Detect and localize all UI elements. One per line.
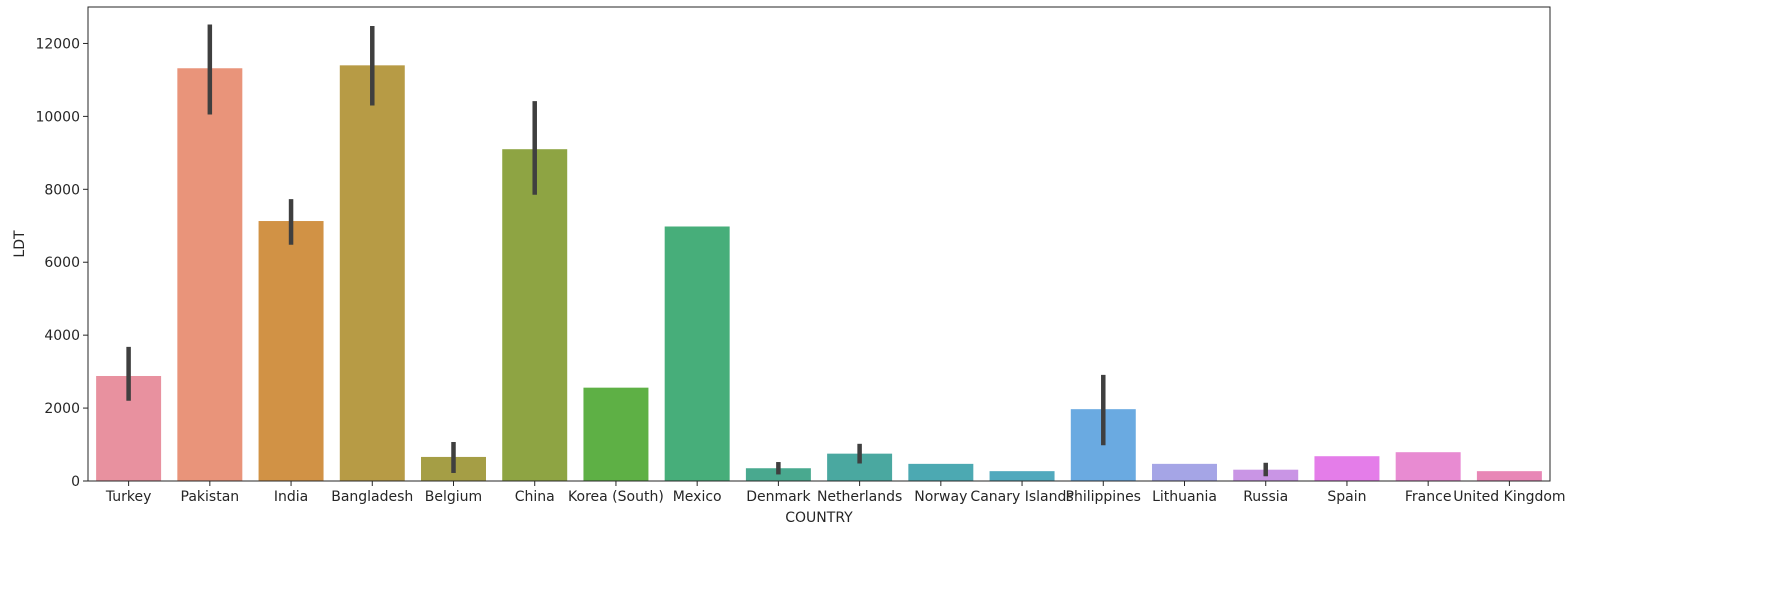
x-tick-label: Netherlands: [817, 489, 902, 505]
bar-france: [1395, 452, 1461, 481]
y-tick-label: 2000: [44, 401, 80, 417]
error-bars-group: [126, 24, 1268, 477]
y-tick-label: 6000: [44, 255, 80, 271]
x-tick-label: China: [515, 489, 555, 505]
x-tick-label: Bangladesh: [331, 489, 413, 505]
x-tick-label: United Kingdom: [1453, 489, 1565, 505]
bar-united-kingdom: [1476, 471, 1542, 481]
x-tick-label: Canary Islands: [970, 489, 1073, 505]
y-tick-label: 12000: [35, 36, 80, 52]
x-axis-label: COUNTRY: [785, 510, 853, 526]
bar-canary-islands: [989, 471, 1055, 481]
bar-bangladesh: [339, 65, 405, 481]
x-tick-label: Denmark: [746, 489, 811, 505]
x-tick-label: Philippines: [1066, 489, 1141, 505]
x-tick-label: Turkey: [105, 489, 152, 505]
y-tick-label: 4000: [44, 328, 80, 344]
bars-group: [96, 65, 1542, 482]
bar-spain: [1314, 456, 1380, 481]
bar-pakistan: [177, 68, 243, 482]
bar-india: [258, 221, 324, 481]
x-tick-label: Russia: [1243, 489, 1288, 505]
bar-china: [502, 149, 568, 481]
bar-mexico: [664, 226, 730, 481]
x-axis: Turkey Pakistan India Bangladesh Belgium Chin…: [105, 481, 1566, 505]
bar-denmark: [745, 468, 811, 481]
bar-korea-south: [583, 387, 649, 481]
x-tick-label: Lithuania: [1152, 489, 1217, 505]
x-tick-label: Spain: [1327, 489, 1366, 505]
x-tick-label: India: [274, 489, 308, 505]
x-tick-label: Mexico: [673, 489, 722, 505]
x-tick-label: Pakistan: [181, 489, 240, 505]
y-axis: 0 2000 4000 6000 8000 10000 12000: [35, 36, 88, 490]
x-tick-label: Norway: [914, 489, 967, 505]
y-tick-label: 0: [71, 474, 80, 490]
x-tick-label: Korea (South): [568, 489, 664, 505]
x-tick-label: Belgium: [425, 489, 482, 505]
y-tick-label: 8000: [44, 182, 80, 198]
bar-norway: [908, 463, 974, 481]
y-tick-label: 10000: [35, 109, 80, 125]
plot-frame: [87, 6, 1551, 482]
y-axis-label: LDT: [12, 230, 28, 258]
bar-lithuania: [1152, 463, 1217, 481]
x-tick-label: France: [1405, 489, 1452, 505]
